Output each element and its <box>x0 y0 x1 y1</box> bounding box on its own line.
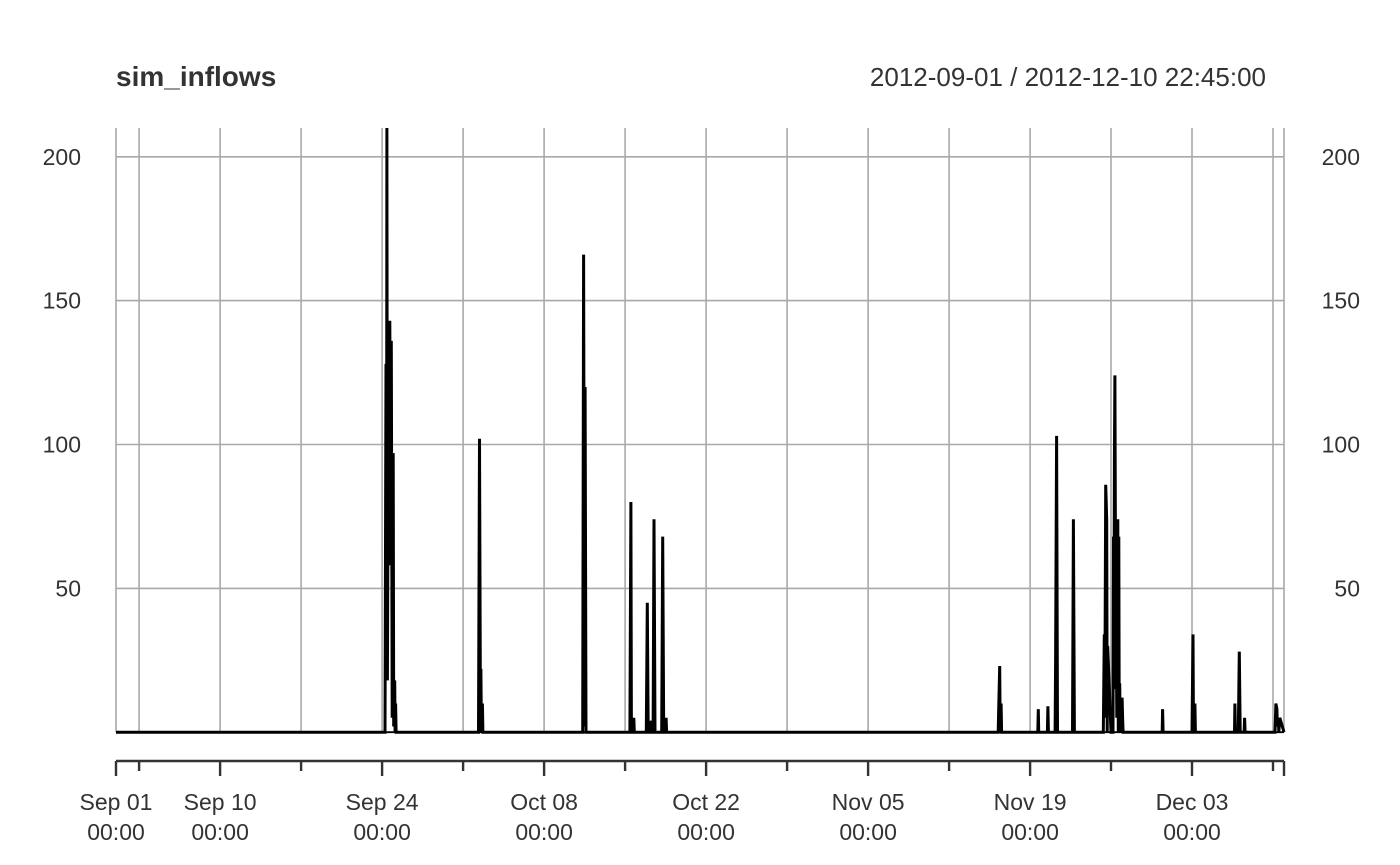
y-tick-label-left-150: 150 <box>43 288 81 314</box>
y-tick-label-right-50: 50 <box>1334 575 1360 601</box>
x-tick-label-date-3: Oct 08 <box>510 789 578 815</box>
x-tick-label-time-1: 00:00 <box>191 819 249 845</box>
y-tick-label-left-200: 200 <box>43 144 81 170</box>
x-tick-label-time-2: 00:00 <box>353 819 411 845</box>
grid-lines <box>115 128 1285 734</box>
x-tick-label-date-2: Sep 24 <box>346 789 419 815</box>
x-axis <box>114 759 1286 776</box>
x-tick-label-date-6: Nov 19 <box>994 789 1067 815</box>
x-tick-label-date-4: Oct 22 <box>672 789 740 815</box>
series-line-0 <box>116 127 1286 734</box>
x-tick-label-time-0: 00:00 <box>87 819 145 845</box>
x-tick-label-date-0: Sep 01 <box>80 789 153 815</box>
x-tick-label-time-5: 00:00 <box>839 819 897 845</box>
x-tick-label-time-4: 00:00 <box>677 819 735 845</box>
x-tick-label-date-1: Sep 10 <box>184 789 257 815</box>
x-tick-label-time-7: 00:00 <box>1163 819 1221 845</box>
y-tick-label-right-150: 150 <box>1322 288 1360 314</box>
x-tick-label-time-6: 00:00 <box>1001 819 1059 845</box>
x-tick-label-time-3: 00:00 <box>515 819 573 845</box>
x-tick-label-date-7: Dec 03 <box>1156 789 1229 815</box>
y-tick-label-right-200: 200 <box>1322 144 1360 170</box>
date-range-label: 2012-09-01 / 2012-12-10 22:45:00 <box>870 62 1266 92</box>
chart-title: sim_inflows <box>116 61 276 92</box>
y-axis-labels: 50 50 100 100 150 150 200 200 <box>43 144 1360 602</box>
x-tick-label-date-5: Nov 05 <box>832 789 905 815</box>
y-tick-label-right-100: 100 <box>1322 432 1360 458</box>
x-axis-labels: Sep 01 00:00 Sep 10 00:00 Sep 24 00:00 Oct 08 0… <box>80 789 1229 845</box>
y-tick-label-left-50: 50 <box>55 575 81 601</box>
y-tick-label-left-100: 100 <box>43 432 81 458</box>
series-layer <box>116 127 1286 734</box>
